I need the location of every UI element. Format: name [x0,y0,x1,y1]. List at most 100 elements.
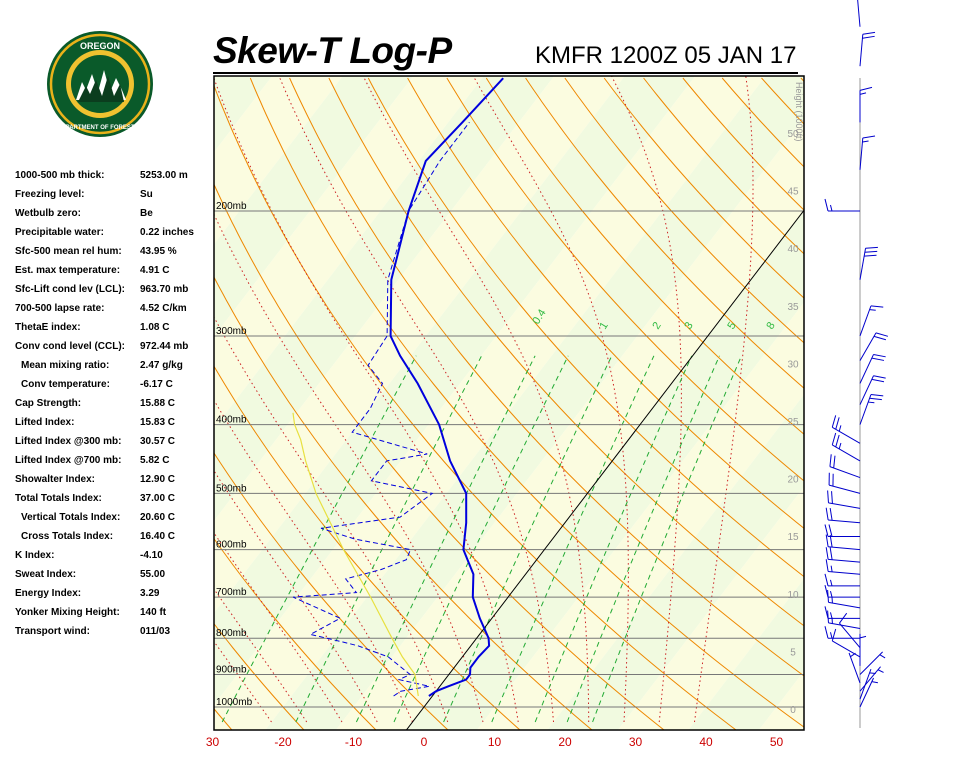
dry-adiabat [367,77,804,578]
moist-adiabat [214,399,413,723]
pressure-label: 400mb [216,415,247,426]
index-label: Transport wind: [15,626,90,637]
wind-barb [831,432,861,462]
index-value: 5253.00 m [140,170,188,181]
wind-barb-flag [824,573,829,586]
index-value: 3.29 [140,588,160,599]
dry-adiabat [214,365,521,730]
dry-adiabat [682,77,804,211]
wind-barb-shaft [859,137,864,170]
wind-barb-shaft [828,558,861,563]
mixing-ratio-line [534,355,693,723]
index-row: Yonker Mixing Height: 140 ft [15,605,215,624]
wind-barb-shaft [859,677,874,708]
index-row: Freezing level: Su [15,187,215,206]
index-label: Freezing level: [15,189,85,200]
zero-isotherm [405,209,804,730]
wind-barb-flag [830,579,833,586]
index-label: Sfc-500 mean rel hum: [15,246,122,257]
wind-barb-flag [871,681,879,684]
wind-barb-flag [830,632,833,639]
dry-adiabat [0,78,162,732]
index-value: 20.60 C [140,512,176,523]
index-row: Lifted Index @700 mb: 5.82 C [15,453,215,472]
wind-barb [824,626,860,639]
index-row: Lifted Index @300 mb: 30.57 C [15,434,215,453]
wind-barb-shaft [859,332,877,361]
wind-barb [825,507,861,524]
wind-barb-flag [862,135,876,139]
height-tick-label: 15 [787,532,799,543]
index-row: Sweat Index: 55.00 [15,567,215,586]
index-label: Yonker Mixing Height: [15,607,120,618]
index-label: Sfc-Lift cond lev (LCL): [15,284,125,295]
dry-adiabat [289,77,804,677]
wind-barb-flag [830,590,833,598]
parcel-trace [292,412,419,697]
pressure-label: 700mb [216,587,247,598]
wind-barb-flag [824,606,829,619]
index-label: Energy Index: [15,588,82,599]
height-tick-label: 50 [787,129,799,140]
mixing-ratio-label: 8 [764,320,777,332]
wind-barb-flag [827,490,829,503]
wind-barb [859,375,886,405]
index-row: ThetaE index: 1.08 C [15,320,215,339]
index-label: Lifted Index @300 mb: [15,436,122,447]
wind-barb-flag [838,425,842,432]
wind-barb [824,198,860,212]
pressure-label: 500mb [216,483,247,494]
temperature-tick-label: 50 [770,735,784,749]
mixing-ratio-line [221,355,417,723]
moist-adiabat [472,76,629,723]
index-value: 37.00 C [140,493,176,504]
index-row: Wetbulb zero: Be [15,206,215,225]
station-time-label: KMFR 1200Z 05 JAN 17 [535,42,797,69]
index-label: K Index: [15,550,55,561]
wind-barb-flag [862,140,869,143]
dry-adiabat [525,77,804,389]
dry-adiabat [603,77,804,299]
wind-barb [857,0,861,27]
index-value: 963.70 mb [140,284,189,295]
wind-barb [859,633,867,666]
height-tick-label: 40 [787,244,799,255]
index-value: 15.88 C [140,398,176,409]
dry-adiabat [328,77,804,627]
wind-barb-flag [830,612,833,619]
index-row: Mean mixing ratio: 2.47 g/kg [15,358,215,377]
wind-barb-flag [871,378,885,383]
plot-layer [0,76,804,732]
wind-barb-shaft [828,622,861,629]
height-tick-label: 10 [787,590,799,601]
dry-adiabat [446,77,804,482]
wind-barb-flag [864,254,877,257]
index-row: Conv cond level (CCL): 972.44 mb [15,339,215,358]
wind-barb-flag [869,397,882,401]
wind-barb [859,651,886,675]
wind-barb-shaft [828,484,861,494]
wind-barb-shaft [832,444,861,462]
wind-barb [859,135,876,170]
index-label: Wetbulb zero: [15,208,81,219]
index-value: 16.40 C [140,531,176,542]
temperature-tick-label: 40 [699,735,713,749]
index-row: Precipitable water: 0.22 inches [15,225,215,244]
wind-barb-flag [829,547,833,560]
mixing-ratio-label: 3 [682,320,695,332]
wind-barb-flag [870,394,884,397]
isotherm-band [214,76,766,730]
wind-barb [859,31,876,67]
wind-barb-flag [824,198,829,212]
wind-barb-shaft [859,34,864,67]
index-label: Total Totals Index: [15,493,102,504]
wind-barb [829,454,861,479]
index-label: Lifted Index @700 mb: [15,455,122,466]
wind-barb-flag [833,455,836,469]
wind-barb-shaft [848,652,861,684]
dry-adiabat [0,78,89,732]
wind-barb [827,589,861,609]
wind-barb-shaft [828,502,861,509]
moist-adiabat [214,588,308,723]
